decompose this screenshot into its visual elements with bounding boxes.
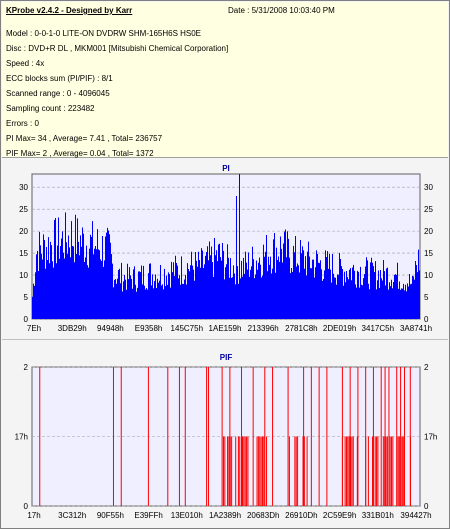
pi-ytick-right: 0 (424, 315, 429, 324)
pif-ytick-left: 2 (24, 363, 29, 372)
pif-xtick-label: 13E010h (171, 511, 203, 520)
pif-ytick-left: 17h (15, 433, 28, 442)
pi-ytick-right: 25 (424, 205, 433, 214)
errors-line: Errors : 0 (6, 119, 39, 128)
pi-xtick-label: 1AE159h (209, 324, 242, 333)
pif-xtick-label: 1A2389h (209, 511, 241, 520)
pif-xtick-label: 17h (27, 511, 40, 520)
pif-ytick-right: 0 (424, 502, 429, 511)
pi-chart: PI 0 0 5 5 10 10 15 15 20 20 25 25 30 30 7Eh 3DB29h 94948… (19, 164, 433, 333)
pi-ytick-left: 30 (19, 183, 28, 192)
sampling-line: Sampling count : 223482 (6, 104, 95, 113)
pi-ytick-left: 25 (19, 205, 28, 214)
pi-summary-line: PI Max= 34 , Average= 7.41 , Total= 2367… (6, 134, 163, 143)
pi-ytick-left: 0 (24, 315, 29, 324)
app-title: KProbe v2.4.2 - Designed by Karr (6, 6, 133, 15)
pi-xtick-label: 94948h (97, 324, 124, 333)
pi-ytick-right: 15 (424, 249, 433, 258)
pi-xtick-label: 3A8741h (400, 324, 432, 333)
pi-chart-panel: PI 0 0 5 5 10 10 15 15 20 20 25 25 30 30 7Eh 3DB29h 94948… (2, 161, 448, 340)
pi-ytick-left: 15 (19, 249, 28, 258)
pif-xtick-label: 20683Dh (247, 511, 279, 520)
pif-xtick-label: E39FFh (134, 511, 162, 520)
pi-chart-title: PI (222, 164, 230, 173)
pif-summary-line: PIF Max= 2 , Average= 0.04 , Total= 1372 (6, 149, 154, 158)
pi-ytick-left: 20 (19, 227, 28, 236)
pif-bars (39, 367, 411, 506)
pi-ytick-right: 10 (424, 271, 433, 280)
pi-ytick-left: 10 (19, 271, 28, 280)
pi-bars (32, 174, 420, 319)
pif-plot-area (31, 366, 421, 507)
ecc-line: ECC blocks sum (PI/PIF) : 8/1 (6, 74, 113, 83)
pif-xtick-label: 394427h (400, 511, 431, 520)
pi-ytick-left: 5 (24, 293, 29, 302)
pif-ytick-left: 0 (24, 502, 29, 511)
pif-chart-title: PIF (220, 353, 233, 362)
pi-xtick-label: E9358h (135, 324, 163, 333)
pi-xtick-label: 2781C8h (285, 324, 317, 333)
pif-ytick-right: 17h (424, 433, 437, 442)
pi-ytick-right: 30 (424, 183, 433, 192)
pif-xtick-label: 331B01h (362, 511, 394, 520)
pi-xtick-label: 7Eh (27, 324, 41, 333)
pif-xtick-label: 3C312h (58, 511, 86, 520)
pif-xtick-label: 26910Dh (285, 511, 317, 520)
pi-xtick-label: 145C75h (171, 324, 203, 333)
pi-xtick-label: 3417C5h (362, 324, 394, 333)
scan-date: Date : 5/31/2008 10:03:40 PM (228, 6, 335, 15)
range-line: Scanned range : 0 - 4096045 (6, 89, 110, 98)
pi-xtick-label: 3DB29h (58, 324, 87, 333)
pif-xtick-label: 2C59E9h (323, 511, 356, 520)
model-line: Model : 0-0-1-0 LITE-ON DVDRW SHM-165H6S… (6, 29, 202, 38)
pi-xtick-label: 2DE019h (323, 324, 356, 333)
pif-xtick-label: 90F55h (97, 511, 124, 520)
pi-ytick-right: 20 (424, 227, 433, 236)
pi-ytick-right: 5 (424, 293, 429, 302)
speed-line: Speed : 4x (6, 59, 45, 68)
disc-info-panel: KProbe v2.4.2 - Designed by Karr Date : … (2, 2, 448, 158)
pif-ytick-right: 2 (424, 363, 429, 372)
pif-chart-panel: PIF 0 0 17h 17h 2 2 17h 3C312h 90F55h E39FFh 13E010… (2, 342, 448, 528)
disc-line: Disc : DVD+R DL , MKM001 [Mitsubishi Che… (6, 44, 229, 53)
pi-xtick-label: 213396h (248, 324, 279, 333)
